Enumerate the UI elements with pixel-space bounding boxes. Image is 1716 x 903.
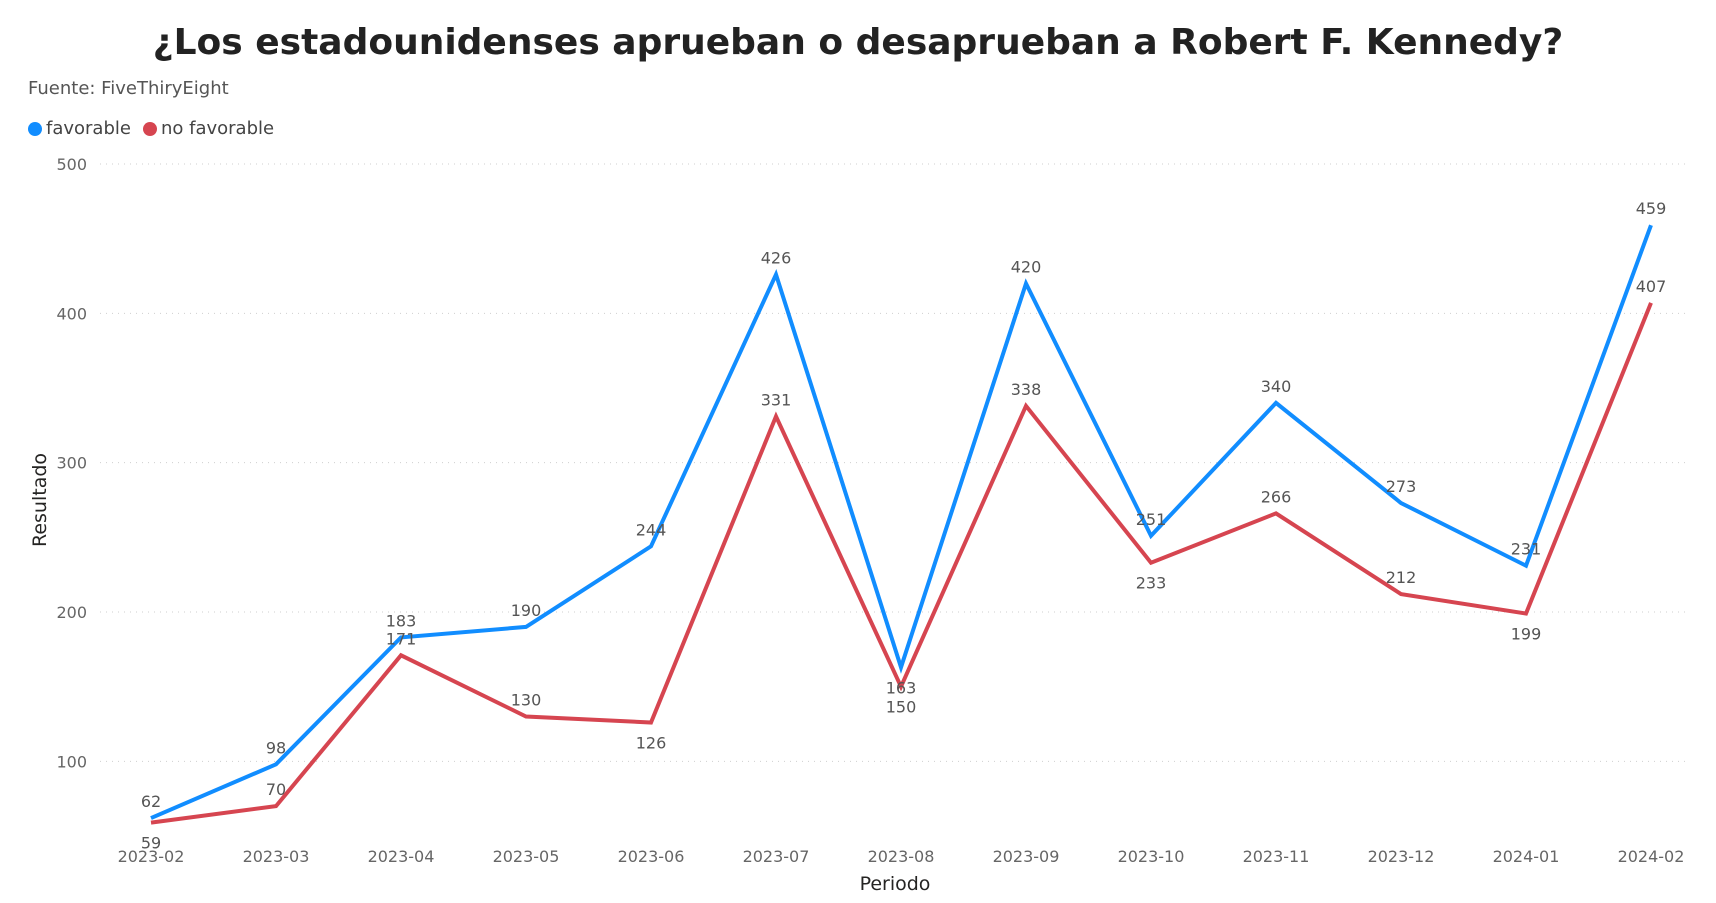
data-label-favorable: 459: [1636, 199, 1667, 218]
legend-label-no-favorable: no favorable: [160, 118, 275, 139]
series-line-no-favorable: [150, 302, 1653, 825]
chart-subtitle: Fuente: FiveThiryEight: [28, 78, 229, 99]
legend-marker-favorable: [28, 121, 42, 136]
x-tick-label: 2023-09: [993, 847, 1060, 866]
data-label-no-favorable: 212: [1386, 568, 1417, 587]
data-label-no-favorable: 233: [1136, 574, 1167, 593]
x-tick-label: 2023-10: [1118, 847, 1185, 866]
x-tick-label: 2024-01: [1493, 847, 1560, 866]
data-label-favorable: 163: [886, 678, 917, 697]
data-label-favorable: 231: [1511, 540, 1542, 559]
data-label-favorable: 98: [266, 738, 286, 757]
data-label-favorable: 420: [1011, 257, 1042, 276]
x-axis-title: Periodo: [860, 873, 931, 895]
data-label-favorable: 62: [141, 792, 161, 811]
x-tick-label: 2023-08: [868, 847, 935, 866]
chart-title: ¿Los estadounidenses aprueban o desaprue…: [152, 22, 1564, 63]
data-label-favorable: 183: [386, 611, 417, 630]
legend: favorable no favorable: [28, 118, 286, 139]
legend-item-favorable[interactable]: favorable: [28, 118, 131, 139]
y-tick-label: 500: [56, 155, 87, 174]
data-label-favorable: 340: [1261, 377, 1292, 396]
data-label-favorable: 190: [511, 601, 542, 620]
x-tick-label: 2023-07: [743, 847, 810, 866]
y-axis-title: Resultado: [29, 453, 51, 547]
x-tick-label: 2023-05: [493, 847, 560, 866]
x-tick-label: 2024-02: [1618, 847, 1685, 866]
y-tick-label: 100: [56, 752, 87, 771]
legend-item-no-favorable[interactable]: no favorable: [142, 118, 275, 139]
data-label-no-favorable: 331: [761, 390, 792, 409]
data-label-favorable: 251: [1136, 510, 1167, 529]
data-label-no-favorable: 150: [886, 698, 917, 717]
y-tick-label: 400: [56, 304, 87, 323]
data-label-no-favorable: 266: [1261, 487, 1292, 506]
data-label-no-favorable: 59: [141, 834, 161, 853]
data-label-no-favorable: 130: [511, 691, 542, 710]
y-tick-label: 200: [56, 603, 87, 622]
data-label-no-favorable: 70: [266, 780, 286, 799]
x-tick-label: 2023-04: [368, 847, 435, 866]
data-label-favorable: 244: [636, 520, 667, 539]
data-label-no-favorable: 407: [1636, 277, 1667, 296]
legend-label-favorable: favorable: [46, 118, 131, 139]
data-label-favorable: 426: [761, 249, 792, 268]
data-label-favorable: 273: [1386, 477, 1417, 496]
data-label-no-favorable: 171: [386, 629, 417, 648]
x-tick-label: 2023-12: [1368, 847, 1435, 866]
x-tick-label: 2023-03: [243, 847, 310, 866]
data-label-no-favorable: 199: [1511, 624, 1542, 643]
x-tick-label: 2023-06: [618, 847, 685, 866]
legend-marker-no-favorable: [142, 121, 157, 136]
y-tick-label: 300: [56, 454, 87, 473]
series-line-favorable: [150, 224, 1653, 820]
x-tick-label: 2023-11: [1243, 847, 1310, 866]
data-label-no-favorable: 126: [636, 734, 667, 753]
x-tick-label: 2023-02: [118, 847, 185, 866]
data-label-no-favorable: 338: [1011, 380, 1042, 399]
